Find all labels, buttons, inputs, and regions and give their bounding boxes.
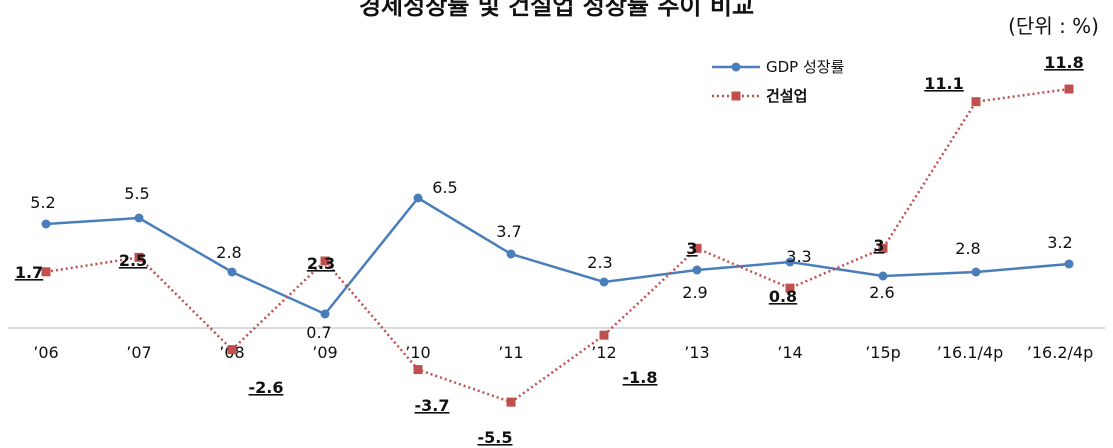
construction-point (320, 256, 330, 266)
gdp-data-label: 2.6 (869, 283, 894, 302)
legend-construction-marker (731, 91, 741, 101)
construction-data-label: 3 (873, 236, 884, 255)
x-tick-label: ’15p (865, 343, 901, 362)
gdp-data-label: 6.5 (432, 178, 457, 197)
construction-point (878, 243, 888, 253)
chart-title: 경제성장률 및 건설업 성장률 추이 비교 (358, 0, 755, 20)
gdp-point (320, 309, 330, 319)
construction-point (41, 267, 51, 277)
gdp-data-label: 5.5 (124, 184, 149, 203)
gdp-data-label: 0.7 (306, 323, 331, 342)
gdp-data-label: 3.3 (786, 247, 811, 266)
unit-label: (단위 : %) (1008, 14, 1099, 38)
construction-data-label: 3 (686, 239, 697, 258)
x-tick-label: ’07 (126, 343, 151, 362)
construction-point (971, 97, 981, 107)
construction-data-label: 1.7 (15, 263, 43, 282)
construction-data-label: 11.1 (924, 74, 963, 93)
x-tick-label: ’11 (498, 343, 523, 362)
gdp-point (692, 265, 702, 275)
x-tick-label: ’09 (312, 343, 337, 362)
construction-point (227, 345, 237, 355)
gdp-point (134, 213, 144, 223)
construction-point (1064, 84, 1074, 94)
construction-point (413, 365, 423, 375)
x-tick-label: ’10 (405, 343, 430, 362)
x-tick-label: ’16.2/4p (1027, 343, 1093, 362)
x-tick-label: ’16.1/4p (937, 343, 1003, 362)
construction-data-label: 0.8 (769, 287, 797, 306)
gdp-point (227, 267, 237, 277)
gdp-point (878, 271, 888, 281)
gdp-data-label: 5.2 (30, 193, 55, 212)
gdp-data-label: 2.3 (587, 253, 612, 272)
gdp-point (785, 257, 795, 267)
gdp-data-label: 2.8 (955, 239, 980, 258)
construction-data-label: 11.8 (1044, 53, 1083, 72)
legend-gdp-label: GDP 성장률 (766, 58, 845, 76)
construction-point (506, 397, 516, 407)
construction-data-label: -3.7 (415, 396, 450, 415)
gdp-point (41, 219, 51, 229)
gdp-point (1064, 259, 1074, 269)
construction-data-label: 2.5 (119, 251, 147, 270)
x-tick-label: ’06 (33, 343, 58, 362)
gdp-point (506, 249, 516, 259)
gdp-point (599, 277, 609, 287)
gdp-data-label: 2.9 (682, 283, 707, 302)
x-tick-label: ’14 (777, 343, 802, 362)
construction-point (599, 330, 609, 340)
construction-data-label: -2.6 (249, 378, 284, 397)
gdp-data-label: 3.2 (1047, 233, 1072, 252)
gdp-data-label: 2.8 (216, 243, 241, 262)
legend-gdp-marker (731, 62, 741, 72)
construction-point (692, 243, 702, 253)
x-tick-label: ’13 (684, 343, 709, 362)
construction-point (785, 283, 795, 293)
construction-point (134, 252, 144, 262)
series-line-gdp (45, 196, 1070, 316)
x-tick-label: ’12 (591, 343, 616, 362)
gdp-point (971, 267, 981, 277)
gdp-data-label: 3.7 (496, 222, 521, 241)
gdp-point (413, 193, 423, 203)
construction-data-label: -5.5 (478, 428, 513, 447)
legend-construction-label: 건설업 (766, 87, 807, 105)
series-line-construction (45, 87, 1070, 404)
construction-data-label: 2.3 (307, 254, 335, 273)
construction-data-label: -1.8 (623, 368, 658, 387)
